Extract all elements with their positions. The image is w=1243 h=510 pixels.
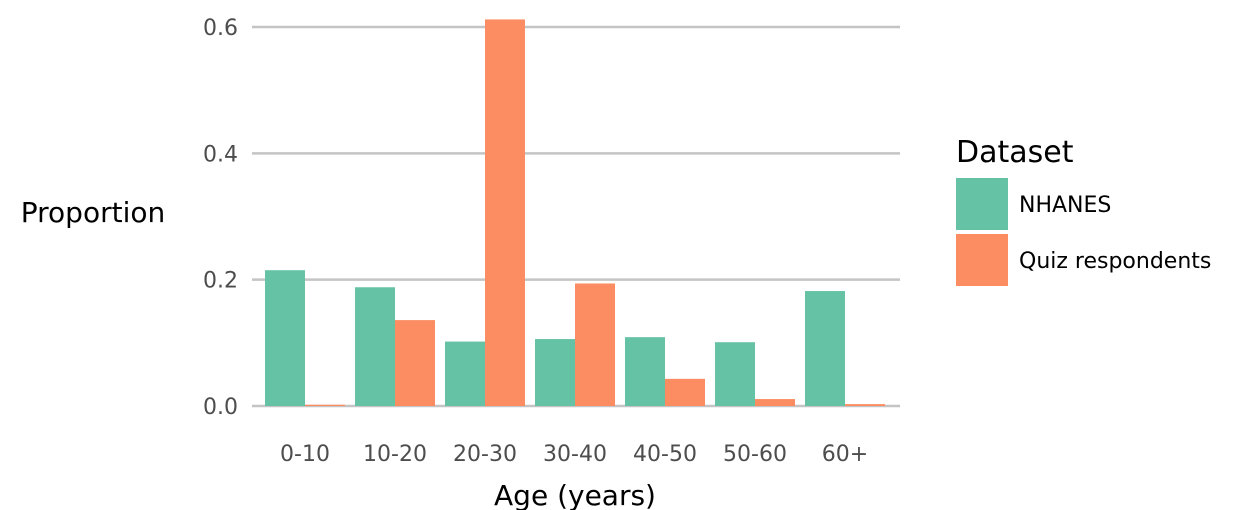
y-tick-label: 0.4 [203, 142, 238, 167]
bar-quiz-respondents-20-30 [485, 19, 525, 406]
y-tick-labels: 0.0 0.2 0.4 0.6 [203, 16, 238, 420]
x-tick-label: 0-10 [280, 442, 330, 467]
x-tick-label: 50-60 [723, 442, 787, 467]
legend-swatch [956, 178, 1008, 230]
legend-label: Quiz respondents [1019, 249, 1211, 274]
x-tick-label: 40-50 [633, 442, 697, 467]
bars [265, 19, 885, 406]
bar-quiz-respondents-0-10 [305, 404, 345, 406]
y-tick-label: 0.6 [203, 16, 238, 41]
x-tick-labels: 0-10 10-20 20-30 30-40 40-50 50-60 60+ [280, 442, 868, 467]
bar-nhanes-0-10 [265, 270, 305, 406]
legend: Dataset NHANES Quiz respondents [956, 135, 1211, 286]
y-axis-title: Proportion [21, 196, 165, 229]
bar-quiz-respondents-60+ [845, 404, 885, 406]
bar-nhanes-40-50 [625, 337, 665, 406]
bar-nhanes-10-20 [355, 287, 395, 406]
x-tick-label: 30-40 [543, 442, 607, 467]
bar-nhanes-30-40 [535, 339, 575, 406]
x-tick-label: 20-30 [453, 442, 517, 467]
bar-quiz-respondents-40-50 [665, 378, 705, 406]
bar-nhanes-50-60 [715, 342, 755, 406]
bar-nhanes-20-30 [445, 341, 485, 406]
y-tick-label: 0.0 [203, 395, 238, 420]
bar-quiz-respondents-30-40 [575, 283, 615, 406]
y-tick-label: 0.2 [203, 269, 238, 294]
legend-label: NHANES [1019, 193, 1111, 218]
x-axis-title: Age (years) [494, 479, 656, 510]
bar-quiz-respondents-50-60 [755, 399, 795, 406]
bar-nhanes-60+ [805, 291, 845, 406]
legend-swatch [956, 234, 1008, 286]
x-tick-label: 60+ [822, 442, 868, 467]
bar-quiz-respondents-10-20 [395, 320, 435, 406]
x-tick-label: 10-20 [363, 442, 427, 467]
legend-title: Dataset [956, 135, 1074, 170]
